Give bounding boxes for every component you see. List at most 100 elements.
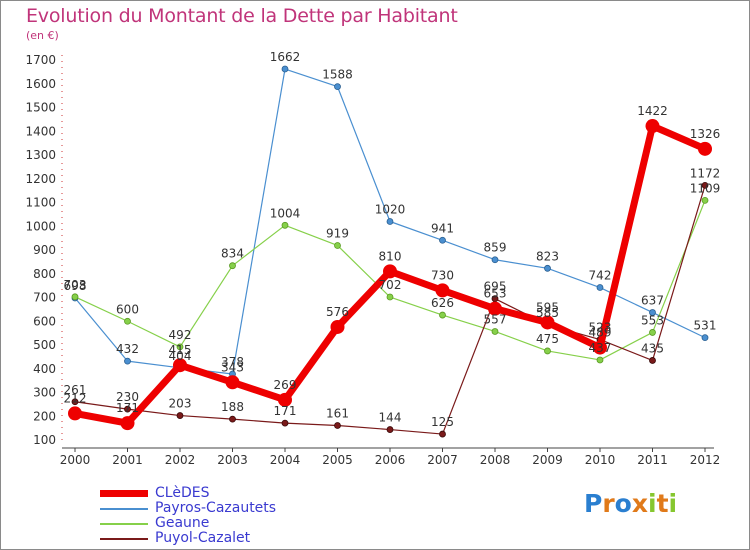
x-tick-label: 2012 [690,453,721,467]
data-point [225,375,240,390]
data-label: 437 [589,341,612,355]
data-point [68,406,82,421]
y-tick-label: 400 [33,362,56,376]
data-label: 415 [169,343,192,357]
data-point [334,242,341,249]
data-label: 1588 [322,68,353,82]
data-point [71,293,79,301]
data-point [649,309,656,316]
data-label: 1004 [270,206,301,220]
data-label: 489 [589,326,612,340]
data-label: 703 [64,278,87,292]
data-point [229,262,236,270]
data-point [229,415,236,423]
data-label: 695 [484,280,507,294]
data-labels-layer: 698 432 404 378 1662 1588 1020 941 859 823 742 637 5… [64,50,721,429]
data-label: 823 [536,249,559,263]
data-point [176,343,184,351]
logo-letter: x [631,489,648,518]
legend-item: Puyol-Cazalet [100,530,360,546]
data-point [176,412,184,419]
data-point [544,264,551,272]
data-label: 859 [484,241,507,255]
data-point [596,356,604,364]
data-point [439,236,446,244]
series-payros-cazautets [71,65,709,378]
chart-title: Evolution du Montant de la Dette par Hab… [26,5,458,27]
data-point [649,357,656,364]
logo-letter: i [668,489,678,518]
y-tick-label: 1200 [25,172,56,186]
data-point [281,65,289,73]
legend-swatch [100,490,148,497]
data-label: 171 [116,401,139,415]
data-label: 171 [274,404,297,418]
y-tick-label: 1600 [25,77,56,91]
data-label: 595 [536,300,559,314]
y-tick-label: 1100 [25,196,56,210]
data-label: 492 [169,328,192,342]
y-tick-label: 1000 [25,219,56,233]
data-label: 576 [326,305,349,319]
data-label: 523 [589,321,612,335]
data-label: 435 [641,341,664,355]
data-point [701,196,709,204]
y-tick-label: 700 [33,291,56,305]
chart-axes: 100 200 300 400 500 600 700 800 900 1000 1100 1200 1… [25,53,720,467]
data-label: 1172 [690,166,721,180]
data-label: 230 [116,390,139,404]
chart-legend: CLèDES Payros-Cazautets Geaune Puyol-Cazale… [100,485,360,546]
x-tick-label: 2003 [217,453,248,467]
data-point [544,347,551,355]
data-label: 585 [536,306,559,320]
data-point [120,416,135,431]
data-label: 531 [694,319,717,333]
data-label: 144 [379,411,402,425]
data-label: 261 [64,383,87,397]
data-point [649,329,656,336]
x-tick-label: 2002 [165,453,196,467]
data-point [124,317,131,325]
data-label: 475 [536,332,559,346]
x-tick-label: 2008 [480,453,511,467]
series-cl-des [68,119,712,431]
series-geaune [71,196,709,364]
data-point [281,419,289,427]
data-label: 343 [221,360,244,374]
data-point [491,256,499,264]
data-label: 404 [169,349,192,363]
data-point [386,218,394,225]
y-tick-label: 200 [33,409,56,423]
legend-swatch [100,538,148,540]
data-label: 432 [116,342,139,356]
data-label: 553 [641,313,664,327]
data-point [540,315,555,330]
data-point [593,340,607,355]
data-point [435,283,450,298]
data-point [701,334,709,342]
data-label: 653 [484,287,507,301]
y-tick-label: 600 [33,314,56,328]
data-point [698,141,712,156]
data-label: 702 [379,278,402,292]
legend-label: CLèDES [155,485,210,501]
legend-item: CLèDES [100,485,360,501]
data-label: 600 [116,302,139,316]
data-label: 810 [379,249,402,263]
legend-label: Geaune [155,515,210,531]
data-label: 378 [221,355,244,369]
logo-letter: t [656,489,669,518]
legend-label: Puyol-Cazalet [155,530,251,546]
data-label: 730 [431,268,454,282]
logo-letter: i [648,489,657,518]
data-label: 1422 [637,104,668,118]
data-point [334,83,341,90]
data-point [488,301,502,316]
data-label: 125 [431,415,454,429]
data-point [439,430,446,438]
y-tick-label: 1700 [25,53,56,67]
data-label: 919 [326,226,349,240]
data-label: 941 [431,221,454,235]
y-tick-label: 300 [33,386,56,400]
